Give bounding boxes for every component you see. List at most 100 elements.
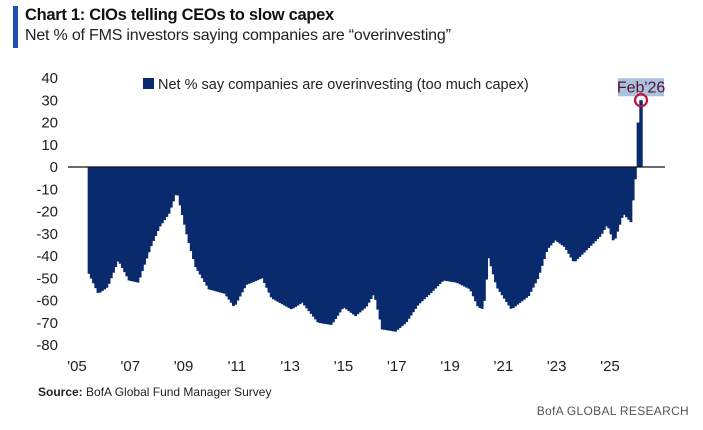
bar [243, 167, 246, 289]
bar [394, 167, 397, 332]
title-accent-bar [13, 6, 18, 48]
bar [174, 167, 178, 196]
bar [247, 167, 251, 284]
bar [225, 167, 229, 297]
bar [269, 167, 273, 298]
bar [156, 167, 160, 232]
bar [609, 167, 613, 235]
bar [380, 167, 384, 330]
bar [300, 167, 304, 303]
bar [525, 167, 528, 298]
bar [514, 167, 517, 307]
bar [92, 167, 95, 284]
bar [200, 167, 204, 279]
bar [389, 167, 393, 331]
annotation-background [618, 78, 665, 97]
bar [378, 167, 382, 320]
bar [414, 167, 417, 309]
bar [522, 167, 526, 300]
bar [291, 167, 295, 309]
bar [314, 167, 318, 320]
bar [425, 167, 429, 298]
bar [303, 167, 306, 306]
bar [478, 167, 482, 308]
bar [194, 167, 198, 268]
y-tick-label: -10 [36, 181, 58, 198]
bar [271, 167, 275, 300]
bar [345, 167, 349, 310]
bar [325, 167, 329, 325]
bar [607, 167, 611, 229]
bar [633, 167, 637, 180]
bar [125, 167, 129, 277]
bar [467, 167, 471, 289]
bar [320, 167, 324, 324]
bar [445, 167, 449, 281]
y-axis: 40 30 20 10 0 -10 -20 -30 -40 -50 -60 -70 -80 [36, 70, 58, 354]
bar [178, 167, 182, 206]
bar [371, 167, 375, 296]
bar [163, 167, 166, 221]
bar [391, 167, 395, 332]
x-tick-label: '23 [547, 358, 567, 375]
bar [616, 167, 620, 232]
y-tick-label: 40 [41, 70, 58, 87]
bar [140, 167, 144, 272]
bar [192, 167, 195, 260]
bar [620, 167, 624, 218]
bar [547, 167, 551, 248]
bar [545, 167, 548, 253]
bar [265, 167, 269, 288]
bar [256, 167, 260, 281]
bar [442, 167, 446, 281]
bar [451, 167, 455, 283]
bar [152, 167, 155, 241]
bar [576, 167, 580, 260]
bar [338, 167, 342, 313]
bar [554, 167, 557, 241]
x-tick-label: '21 [494, 358, 514, 375]
bar [167, 167, 171, 214]
bar-series [87, 100, 643, 332]
bar [165, 167, 169, 217]
bar [376, 167, 380, 310]
bar [629, 167, 633, 223]
source-label: Source: [38, 385, 83, 399]
y-tick-label: -30 [36, 226, 58, 243]
bar [600, 167, 604, 234]
bar [418, 167, 422, 304]
bar [249, 167, 253, 283]
bar [491, 167, 495, 275]
x-axis: '05 '07 '09 '11 '13 '15 '17 '19 '21 '23 '25 [67, 358, 620, 375]
brand-label: BofA GLOBAL RESEARCH [536, 404, 689, 418]
bar [149, 167, 153, 247]
bar [287, 167, 291, 308]
legend-label: Net % say companies are overinvesting (t… [158, 77, 529, 93]
bar [420, 167, 424, 302]
bar [343, 167, 346, 308]
bar [129, 167, 133, 282]
bar [538, 167, 542, 273]
bar [542, 167, 546, 259]
bar [496, 167, 500, 289]
y-tick-label: -80 [36, 337, 58, 354]
bar [283, 167, 286, 306]
bar [431, 167, 435, 291]
bar [423, 167, 426, 300]
bar [500, 167, 504, 296]
bar [536, 167, 540, 280]
bar [567, 167, 571, 254]
bar [385, 167, 389, 331]
bar [183, 167, 186, 225]
x-tick-label: '09 [174, 358, 194, 375]
source-note: Source: BofA Global Fund Manager Survey [38, 385, 271, 399]
bar [438, 167, 442, 285]
bar [551, 167, 555, 243]
bar [98, 167, 102, 293]
bar [229, 167, 233, 303]
chart-subtitle: Net % of FMS investors saying companies … [25, 27, 451, 44]
bar [114, 167, 118, 268]
bar [318, 167, 322, 324]
bar [356, 167, 360, 315]
bar [238, 167, 242, 297]
